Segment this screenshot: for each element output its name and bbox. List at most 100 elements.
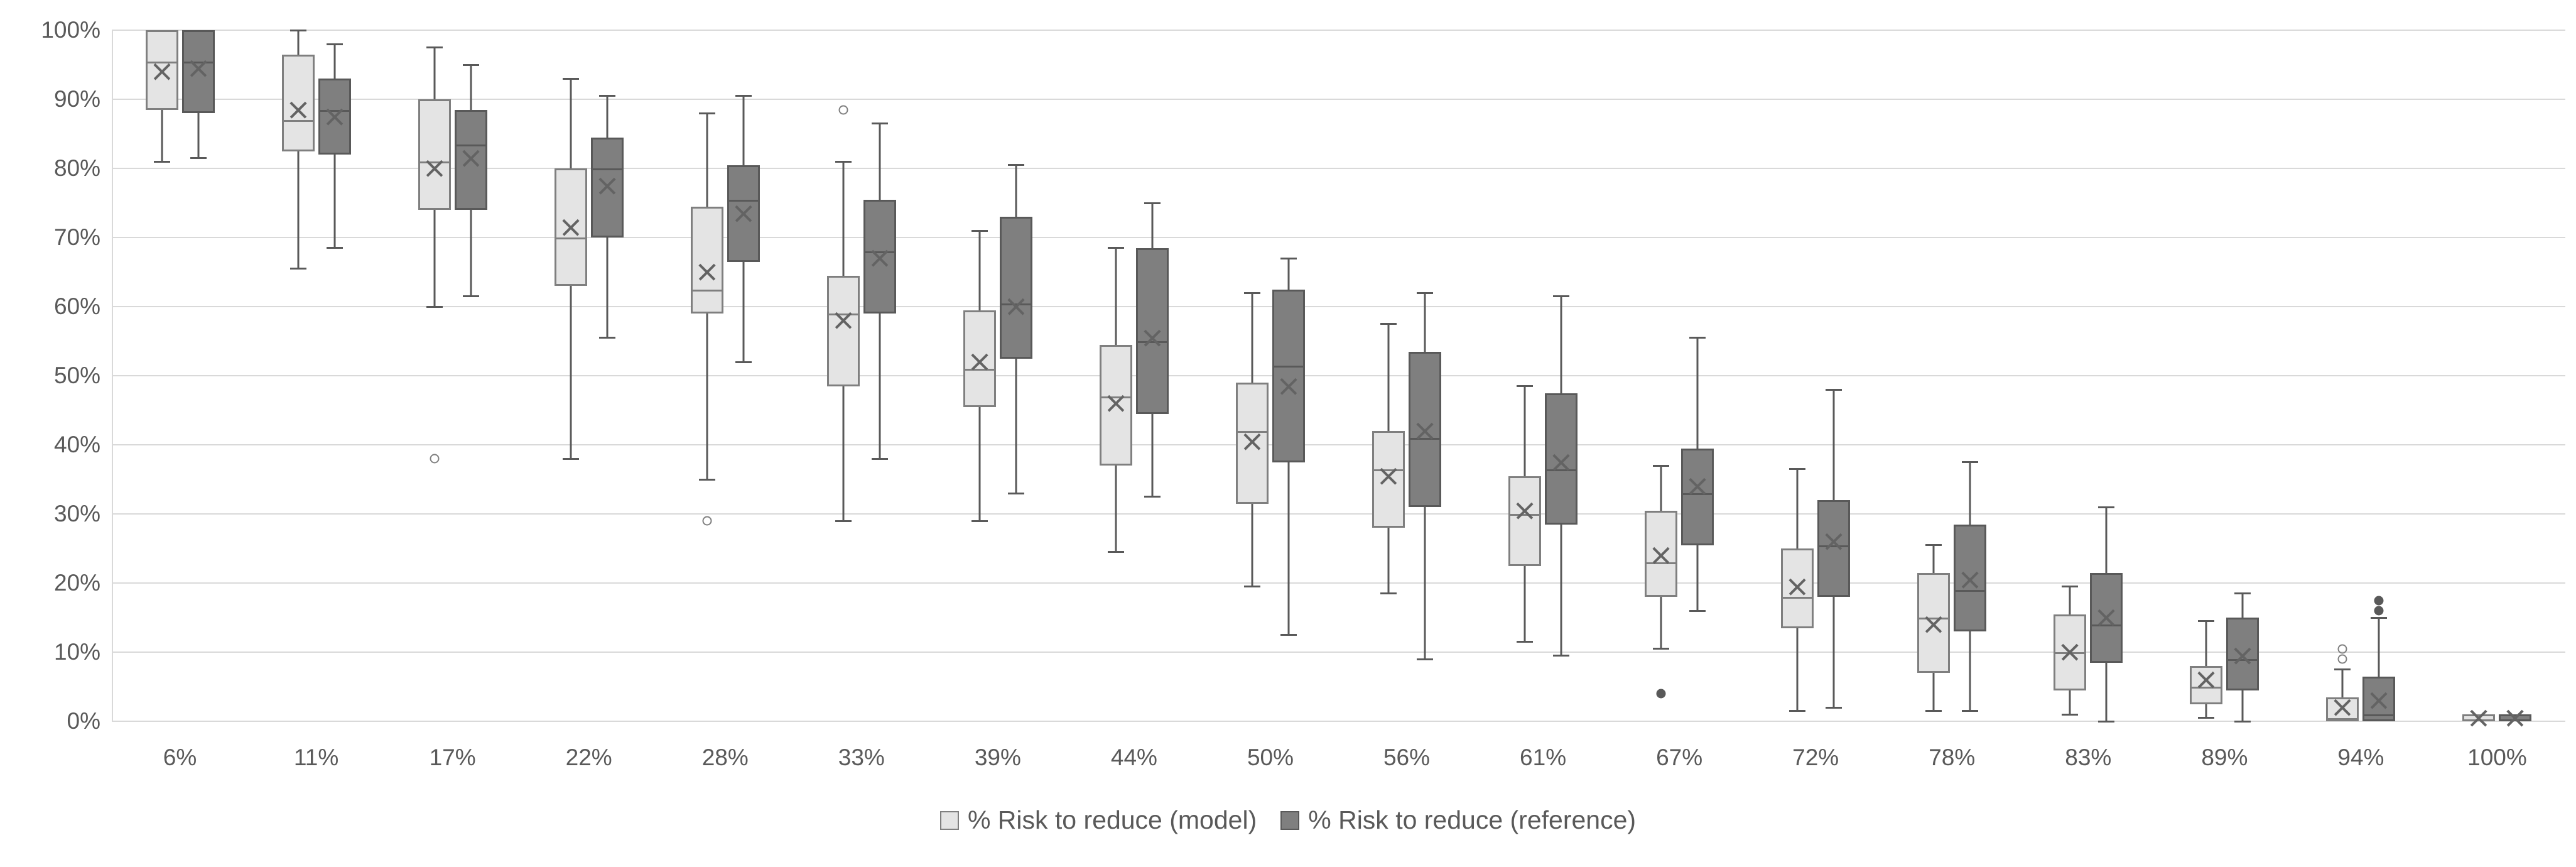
box-model-61%[interactable] <box>1508 476 1542 566</box>
box-model-17%[interactable] <box>418 99 451 210</box>
y-tick-label: 100% <box>41 17 100 43</box>
box-model-11%[interactable] <box>281 54 315 151</box>
lower-whisker-reference <box>470 210 472 297</box>
mean-marker-reference <box>733 203 754 224</box>
median-line-reference <box>456 144 485 146</box>
upper-whisker-cap-reference <box>462 63 479 66</box>
upper-whisker-cap-reference <box>1553 295 1570 297</box>
box-model-56%[interactable] <box>1372 431 1405 528</box>
lower-whisker-cap-reference <box>735 361 752 363</box>
mean-marker-model <box>969 351 990 373</box>
mean-marker-model <box>1378 466 1399 487</box>
model-swatch-icon <box>939 810 959 830</box>
upper-whisker-cap-model <box>2062 586 2079 587</box>
median-line-model <box>1783 597 1812 599</box>
y-tick-label: 30% <box>53 501 100 526</box>
lower-whisker-cap-model <box>426 305 443 308</box>
x-tick-label: 17% <box>429 744 476 770</box>
upper-whisker-model <box>978 231 981 310</box>
median-line-reference <box>2364 714 2394 716</box>
mean-marker-model <box>696 261 718 283</box>
box-model-67%[interactable] <box>1645 510 1678 597</box>
legend-item-model[interactable]: % Risk to reduce (model) <box>939 805 1257 835</box>
box-model-39%[interactable] <box>963 310 996 407</box>
outlier-point-model <box>2337 654 2347 664</box>
upper-whisker-cap-reference <box>1417 292 1434 294</box>
mean-marker-reference <box>1823 531 1844 552</box>
box-reference-39%[interactable] <box>999 217 1032 359</box>
lower-whisker-cap-reference <box>462 295 479 297</box>
mean-marker-reference <box>1687 476 1708 497</box>
lower-whisker-cap-reference <box>1962 710 1979 712</box>
mean-marker-reference <box>597 175 618 197</box>
lower-whisker-model <box>978 406 981 521</box>
gridline-50 <box>112 375 2565 376</box>
median-line-reference <box>183 61 213 63</box>
lower-whisker-model <box>570 286 572 459</box>
box-reference-6%[interactable] <box>181 30 215 113</box>
upper-whisker-cap-reference <box>1280 257 1297 259</box>
box-reference-44%[interactable] <box>1135 248 1169 414</box>
upper-whisker-model <box>2069 586 2071 614</box>
median-line-model <box>2328 717 2357 720</box>
lower-whisker-reference <box>742 261 745 362</box>
mean-marker-reference <box>188 58 209 79</box>
upper-whisker-cap-model <box>290 29 306 31</box>
lower-whisker-cap-model <box>698 478 715 481</box>
median-line-reference <box>1547 469 1576 471</box>
lower-whisker-model <box>161 109 163 161</box>
box-reference-61%[interactable] <box>1545 393 1578 525</box>
box-reference-17%[interactable] <box>454 109 487 210</box>
x-tick-label: 33% <box>838 744 885 770</box>
lower-whisker-model <box>706 314 708 479</box>
mean-marker-model <box>1923 614 1944 635</box>
box-reference-72%[interactable] <box>1817 500 1851 597</box>
outlier-point-reference <box>2374 596 2384 605</box>
outlier-point-model <box>2337 644 2347 653</box>
median-line-model <box>965 369 994 371</box>
upper-whisker-model <box>1251 293 1253 383</box>
box-model-28%[interactable] <box>690 206 723 314</box>
lower-whisker-cap-reference <box>2234 720 2251 722</box>
lower-whisker-reference <box>1287 462 1290 635</box>
upper-whisker-reference <box>2105 507 2108 573</box>
x-tick-label: 100% <box>2467 744 2527 770</box>
median-line-model <box>1101 396 1130 398</box>
upper-whisker-model <box>706 113 708 207</box>
lower-whisker-cap-model <box>1243 586 1260 587</box>
mean-marker-reference <box>1005 296 1027 317</box>
median-line-model <box>1510 514 1540 516</box>
lower-whisker-model <box>1251 503 1253 587</box>
reference-swatch-icon <box>1280 810 1300 830</box>
upper-whisker-reference <box>1424 293 1426 352</box>
lower-whisker-cap-model <box>153 160 170 163</box>
median-line-model <box>1919 618 1949 619</box>
lower-whisker-cap-model <box>1789 710 1806 712</box>
lower-whisker-cap-reference <box>1689 609 1706 612</box>
median-line-model <box>1374 469 1404 471</box>
upper-whisker-model <box>1796 469 1799 548</box>
upper-whisker-reference <box>1832 390 1835 500</box>
box-model-33%[interactable] <box>826 275 860 386</box>
lower-whisker-cap-model <box>1653 648 1670 650</box>
box-reference-50%[interactable] <box>1272 289 1305 462</box>
upper-whisker-cap-reference <box>2234 592 2251 594</box>
outlier-point-model <box>430 454 440 464</box>
mean-marker-model <box>1105 393 1127 414</box>
box-model-89%[interactable] <box>2190 666 2223 704</box>
gridline-20 <box>112 582 2565 584</box>
lower-whisker-model <box>297 151 300 269</box>
lower-whisker-cap-reference <box>1417 658 1434 660</box>
box-reference-67%[interactable] <box>1681 448 1714 545</box>
x-tick-label: 44% <box>1110 744 1157 770</box>
lower-whisker-cap-reference <box>1144 496 1161 498</box>
lower-whisker-reference <box>1969 631 1971 711</box>
upper-whisker-cap-reference <box>1007 164 1024 166</box>
upper-whisker-cap-reference <box>1689 337 1706 339</box>
upper-whisker-reference <box>333 44 336 79</box>
legend-item-reference[interactable]: % Risk to reduce (reference) <box>1280 805 1636 835</box>
upper-whisker-model <box>1932 545 1935 573</box>
lower-whisker-cap-reference <box>2098 720 2115 722</box>
lower-whisker-model <box>1660 597 1662 649</box>
